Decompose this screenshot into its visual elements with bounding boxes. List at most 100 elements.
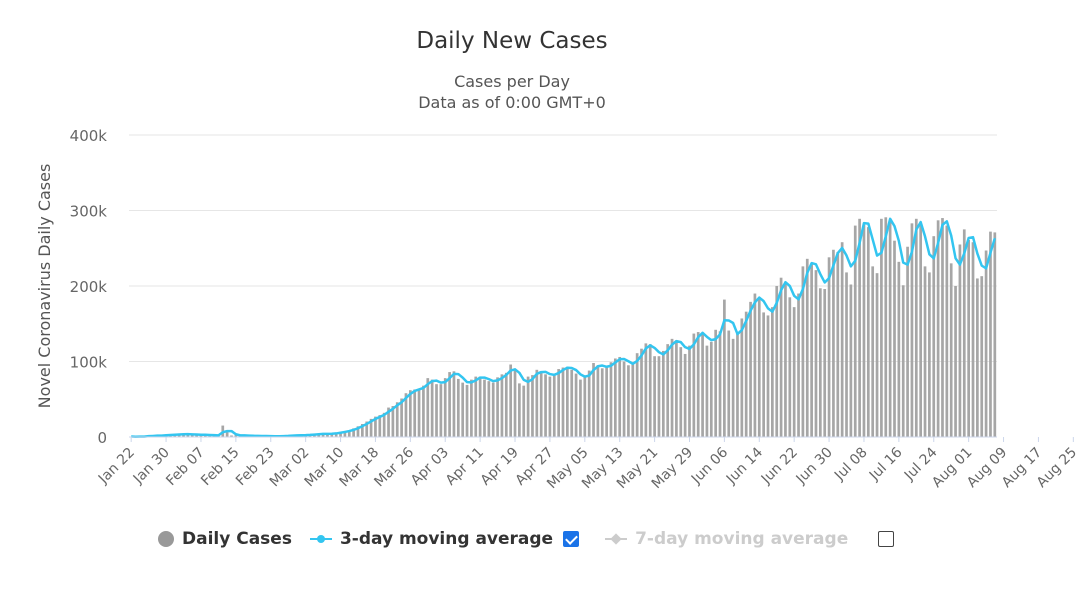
bar xyxy=(696,332,700,437)
bar xyxy=(605,366,608,437)
bar xyxy=(679,347,683,437)
bar xyxy=(387,407,390,437)
bar xyxy=(548,376,552,437)
bar xyxy=(456,378,460,437)
bar xyxy=(190,434,194,437)
bar xyxy=(989,231,992,437)
bar xyxy=(574,373,578,437)
bar xyxy=(984,250,988,437)
legend-item-daily-cases[interactable]: Daily Cases xyxy=(158,529,292,549)
bar xyxy=(740,318,744,437)
y-axis-label: Novel Coronavirus Daily Cases xyxy=(35,164,54,409)
gray-dot-icon xyxy=(158,531,174,547)
bar xyxy=(426,378,430,437)
bar xyxy=(753,293,757,437)
bar xyxy=(967,239,970,437)
bar xyxy=(535,369,539,437)
bar xyxy=(395,402,399,437)
bar xyxy=(369,418,373,437)
bar xyxy=(500,374,504,437)
bar xyxy=(531,375,534,437)
bar xyxy=(609,362,613,437)
bar xyxy=(801,266,805,437)
bar xyxy=(465,384,469,437)
legend-label-7-day-moving-average: 7-day moving average xyxy=(635,529,849,549)
bar xyxy=(792,307,796,437)
bar xyxy=(941,218,944,437)
bar xyxy=(731,338,735,437)
bar xyxy=(888,220,892,437)
bar xyxy=(518,383,521,437)
bar xyxy=(579,379,582,437)
daily-cases-bars xyxy=(129,217,997,438)
bar xyxy=(526,376,530,437)
moving-average-line xyxy=(131,217,997,438)
bar xyxy=(596,365,600,437)
bar xyxy=(592,363,595,437)
bar xyxy=(374,416,377,437)
bar xyxy=(971,242,975,437)
x-tick-label: Apr 19 xyxy=(478,445,522,489)
y-axis-ticks: 0 100k 200k 300k 400k xyxy=(70,127,108,447)
bar xyxy=(587,370,591,437)
bar xyxy=(914,218,918,437)
x-tick-label: Jun 22 xyxy=(758,445,801,488)
bar xyxy=(600,368,604,437)
bar xyxy=(784,282,787,437)
bar xyxy=(949,263,953,437)
chart-legend: Daily Cases 3-day moving average 7-day m… xyxy=(158,524,920,554)
chart-subtitle-line-2: Data as of 0:00 GMT+0 xyxy=(418,93,606,112)
bar xyxy=(544,374,547,437)
bar xyxy=(779,277,783,437)
bar xyxy=(945,225,949,437)
x-tick-label: Jan 22 xyxy=(95,445,138,488)
bar xyxy=(321,433,325,437)
legend-item-3-day-moving-average[interactable]: 3-day moving average xyxy=(309,529,554,549)
bar xyxy=(452,371,456,437)
bar xyxy=(352,428,355,437)
diamond-marker-icon xyxy=(605,531,628,547)
bar xyxy=(491,382,495,437)
bar xyxy=(326,433,329,437)
bar xyxy=(866,227,870,437)
x-tick-label: Feb 07 xyxy=(163,445,208,490)
legend-item-7-day-moving-average[interactable]: 7-day moving average xyxy=(605,529,848,549)
bar xyxy=(504,372,508,437)
bar xyxy=(347,430,351,437)
bar xyxy=(666,344,670,437)
bar xyxy=(648,344,652,437)
bar xyxy=(474,376,478,437)
legend-label-3-day-moving-average: 3-day moving average xyxy=(339,529,554,549)
legend-label-daily-cases: Daily Cases xyxy=(182,529,292,549)
bar xyxy=(701,332,704,437)
bar xyxy=(818,288,822,437)
bar xyxy=(880,218,883,437)
bar xyxy=(448,372,451,437)
bar xyxy=(749,301,752,437)
bar xyxy=(570,369,574,437)
bar xyxy=(805,258,809,437)
bar xyxy=(483,379,486,437)
bar xyxy=(225,432,229,437)
y-tick-label: 0 xyxy=(97,429,107,447)
bar xyxy=(688,345,691,437)
checkbox-3-day-moving-average[interactable] xyxy=(563,531,580,547)
bar xyxy=(478,376,482,437)
bar xyxy=(923,266,927,437)
bar xyxy=(871,266,875,437)
bar xyxy=(936,220,940,437)
bar xyxy=(862,224,866,437)
bar xyxy=(413,389,417,437)
bar xyxy=(417,388,421,437)
bar xyxy=(439,384,443,437)
bar xyxy=(814,270,818,437)
bar xyxy=(832,249,835,437)
bar xyxy=(714,329,718,437)
bar xyxy=(910,223,914,437)
x-tick-label: Apr 11 xyxy=(443,445,487,489)
checkbox-7-day-moving-average[interactable] xyxy=(878,531,895,547)
bar xyxy=(230,435,233,437)
bar xyxy=(539,371,543,437)
x-tick-label: Mar 26 xyxy=(371,444,417,490)
